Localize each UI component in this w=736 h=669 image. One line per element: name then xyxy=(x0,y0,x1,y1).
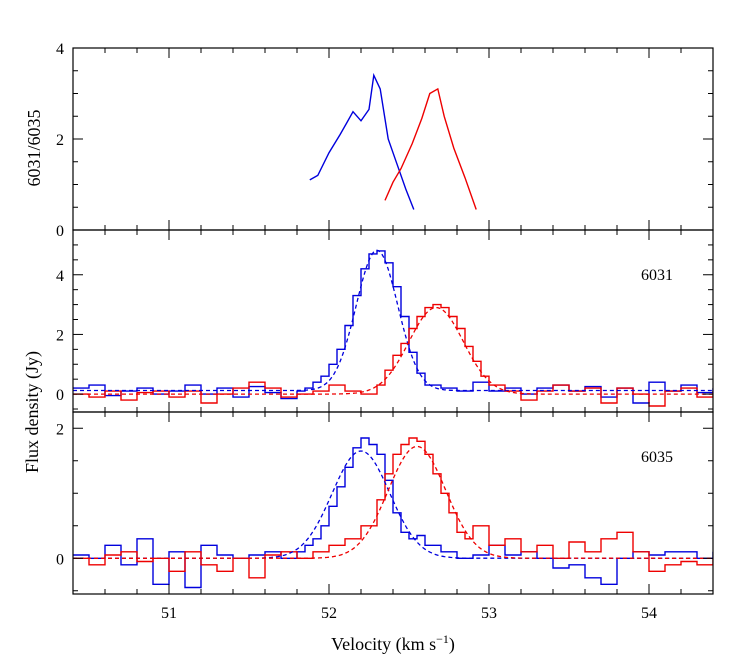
x-axis-label-sup: −1 xyxy=(436,632,449,646)
y-axis-label-flux: Flux density (Jy) xyxy=(22,351,43,473)
plot-area xyxy=(309,72,477,210)
gaussian-fit-blue xyxy=(73,249,713,392)
panel-label-6031: 6031 xyxy=(641,267,673,284)
ratio-line-red xyxy=(384,87,477,210)
x-axis-label-main: Velocity (km s xyxy=(331,634,436,655)
x-axis-label-close: ) xyxy=(449,634,455,655)
panels: 0 2 4 0 2 4 6031 0 2 6035 51 52 53 54 xyxy=(56,41,714,622)
step-trace-blue xyxy=(73,250,713,404)
panel-frame xyxy=(72,47,714,231)
y-axis-label-ratio: 6031/6035 xyxy=(24,109,44,186)
gaussian-fit-red xyxy=(73,306,713,395)
x-tick-label: 52 xyxy=(321,605,337,622)
plot-area xyxy=(73,437,713,589)
gaussian-fit-red xyxy=(73,445,713,559)
plot-area xyxy=(73,249,713,407)
step-trace-red xyxy=(73,303,713,407)
x-tick-label: 54 xyxy=(641,605,657,622)
y-tick-label: 0 xyxy=(56,551,64,568)
x-tick-label: 51 xyxy=(161,605,177,622)
y-tick-label: 2 xyxy=(56,132,64,149)
x-axis-label: Velocity (km s−1) xyxy=(331,632,455,655)
panel-6031: 0 2 4 6031 xyxy=(56,229,714,413)
panel-frame xyxy=(72,229,714,413)
step-trace-red xyxy=(73,437,713,579)
panel-label-6035: 6035 xyxy=(641,449,673,466)
x-tick-label: 53 xyxy=(481,605,497,622)
y-tick-label: 0 xyxy=(56,387,64,404)
y-tick-label: 4 xyxy=(56,268,64,285)
y-tick-label: 4 xyxy=(56,41,64,58)
panel-6035: 0 2 6035 xyxy=(56,411,714,595)
ratio-line-blue xyxy=(309,72,415,210)
y-tick-label: 2 xyxy=(56,421,64,438)
y-tick-label: 0 xyxy=(56,223,64,240)
y-tick-label: 2 xyxy=(56,327,64,344)
panel-ratio: 0 2 4 xyxy=(56,41,714,240)
